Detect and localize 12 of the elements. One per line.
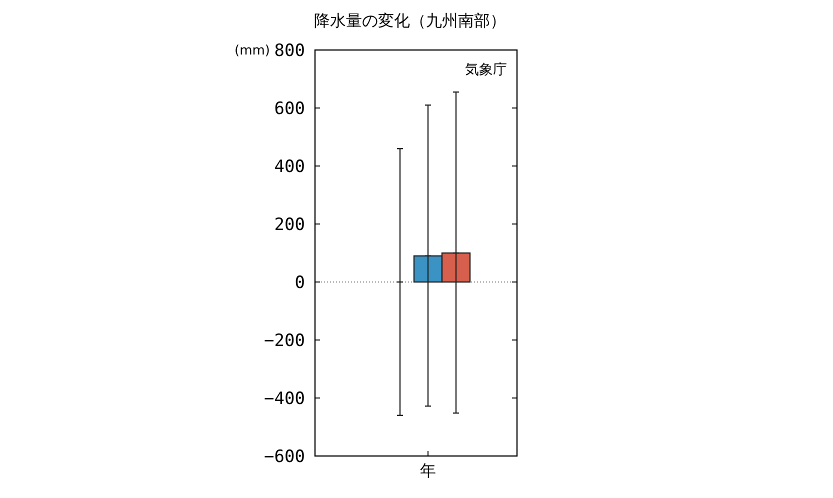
y-axis-title: (mm)	[234, 44, 270, 59]
y-tick-label: −200	[264, 330, 305, 351]
y-tick-label: −400	[264, 388, 305, 409]
y-tick-label: 800	[274, 40, 305, 61]
y-tick-label: −600	[264, 446, 305, 467]
x-tick-label: 年	[420, 461, 436, 480]
y-tick-label: 600	[274, 98, 305, 119]
y-tick-label: 400	[274, 156, 305, 177]
y-tick-label: 200	[274, 214, 305, 235]
chart-title: 降水量の変化（九州南部）	[314, 11, 506, 30]
annotation: 気象庁	[465, 62, 507, 78]
y-tick-label: 0	[294, 272, 305, 293]
